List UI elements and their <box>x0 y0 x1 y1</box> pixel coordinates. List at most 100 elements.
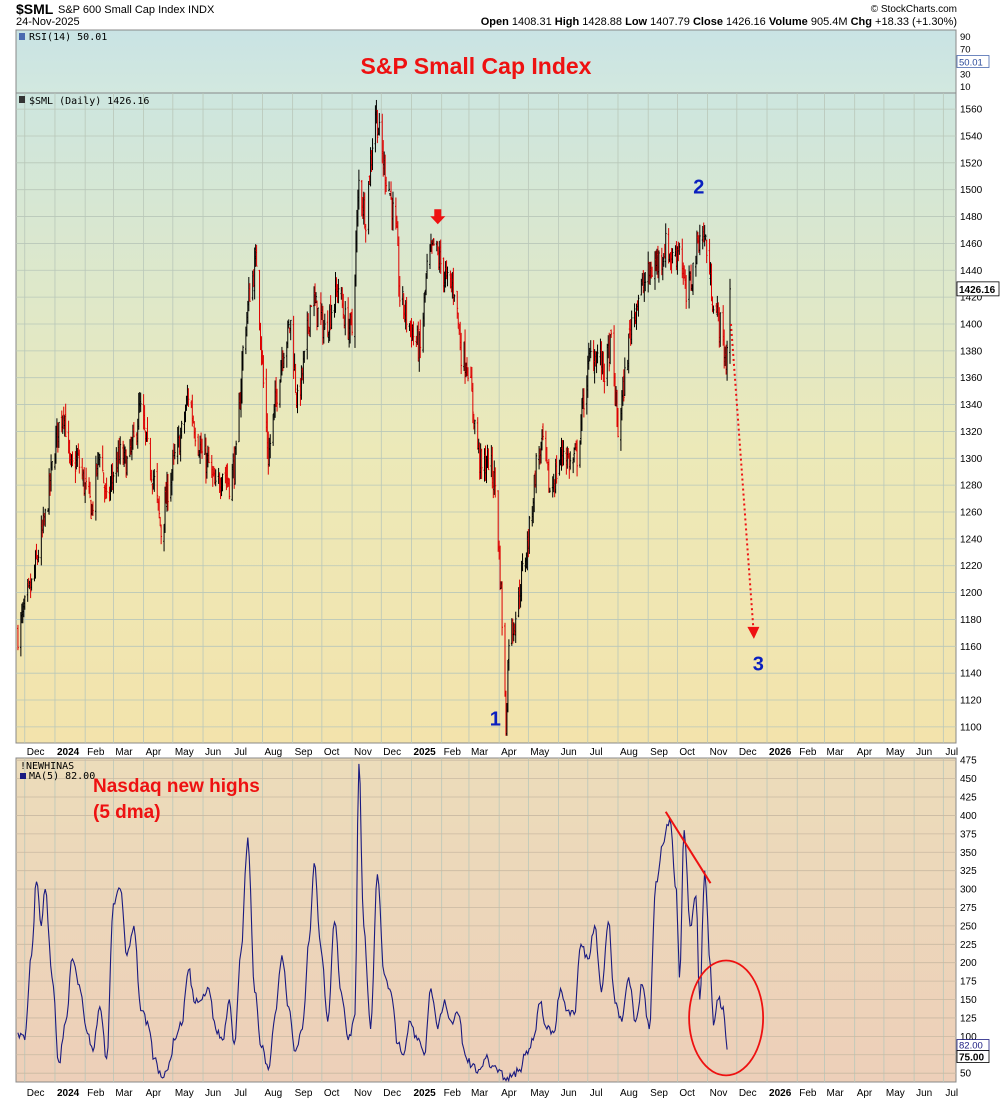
y-tick-label: 450 <box>960 774 977 785</box>
y-tick-label: 475 <box>960 756 977 767</box>
red-down-arrow <box>430 209 446 225</box>
y-tick-label: 1440 <box>960 266 983 277</box>
x-tick-label: Feb <box>799 747 817 758</box>
x-tick-label: Apr <box>146 1088 162 1099</box>
x-tick-label: 2026 <box>769 1088 792 1099</box>
wave-label-3: 3 <box>753 653 764 675</box>
x-tick-label: Mar <box>826 747 844 758</box>
x-tick-label: Mar <box>471 1088 489 1099</box>
y-tick-label: 400 <box>960 811 977 822</box>
x-tick-label: Feb <box>799 1088 817 1099</box>
y-tick-label: 1160 <box>960 642 982 653</box>
x-tick-label: Jul <box>234 1088 247 1099</box>
x-tick-label: Jul <box>590 1088 603 1099</box>
x-tick-label: Apr <box>146 747 162 758</box>
x-tick-label: Dec <box>739 747 757 758</box>
header-name: S&P 600 Small Cap Index INDX <box>58 4 215 16</box>
y-tick-label: 1140 <box>960 669 982 680</box>
y-tick-label: 150 <box>960 995 977 1006</box>
y-tick-label: 1120 <box>960 696 982 707</box>
y-tick-label: 1480 <box>960 212 983 223</box>
y-tick-label: 225 <box>960 940 977 951</box>
last-price-badge-box <box>956 281 1000 297</box>
y-tick-label: 200 <box>960 958 977 969</box>
y-tick-label: 1400 <box>960 319 983 330</box>
y-tick-label: 325 <box>960 866 977 877</box>
y-tick-label: 125 <box>960 1013 977 1024</box>
y-tick-label: 425 <box>960 793 977 804</box>
rsi-panel-bg <box>15 29 957 94</box>
y-tick-label: 1320 <box>960 427 983 438</box>
x-tick-label: Nov <box>354 1088 372 1099</box>
price-legend: $SML (Daily) 1426.16 <box>29 96 149 107</box>
projection-arrowhead <box>747 626 760 639</box>
y-tick-label: 1240 <box>960 534 983 545</box>
x-tick-label: Mar <box>826 1088 844 1099</box>
projection-dotted-line <box>729 323 755 629</box>
new-highs-title-line2: (5 dma) <box>93 802 161 823</box>
x-tick-label: Feb <box>87 1088 105 1099</box>
rsi-panel: RSI(14) 50.01 907050301050.01 S&P Small … <box>15 29 990 94</box>
price-annotations: 1 2 3 <box>430 177 764 731</box>
x-tick-label: May <box>530 1088 549 1099</box>
y-tick-label: 1360 <box>960 373 983 384</box>
price-panel: 1 2 3 1100 1120 1140 1160 1180 1200 1220 1240 1260… <box>15 92 1000 744</box>
nh-badge-box-2 <box>956 1050 990 1063</box>
x-tick-label: Oct <box>324 747 340 758</box>
rsi-badge-box <box>956 55 990 68</box>
rsi-legend-swatch <box>19 33 25 40</box>
x-tick-label: 2024 <box>57 747 80 758</box>
x-tick-label: Jul <box>234 747 247 758</box>
new-highs-line <box>17 763 728 1083</box>
y-tick-label: 300 <box>960 885 977 896</box>
x-tick-label: Aug <box>620 1088 638 1099</box>
price-vertical-grid <box>24 93 944 743</box>
y-tick-label: 1260 <box>960 508 983 519</box>
y-tick-label: 50 <box>960 1069 972 1080</box>
y-tick-label: 1540 <box>960 131 983 142</box>
price-y-axis: 1100 1120 1140 1160 1180 1200 1220 1240 1260 1280… <box>956 105 1000 733</box>
x-tick-label: May <box>886 1088 905 1099</box>
nh-badge-2: 75.00 <box>959 1053 984 1064</box>
y-tick-label: 275 <box>960 903 977 914</box>
x-tick-label: Oct <box>679 1088 695 1099</box>
x-tick-label: Mar <box>115 1088 133 1099</box>
x-tick-label: Dec <box>27 1088 45 1099</box>
y-tick-label: 100 <box>960 1032 977 1043</box>
x-tick-label: Jun <box>916 747 932 758</box>
x-tick-label: Apr <box>501 1088 517 1099</box>
new-highs-title-line1: Nasdaq new highs <box>93 776 260 797</box>
y-tick-label: 1340 <box>960 400 983 411</box>
last-price-badge: 1426.16 <box>959 285 996 296</box>
x-tick-label: 2025 <box>413 747 436 758</box>
y-tick-label: 350 <box>960 848 977 859</box>
y-tick-label: 1100 <box>960 722 982 733</box>
header-date: 24-Nov-2025 <box>16 16 80 28</box>
x-tick-label: May <box>175 1088 194 1099</box>
y-tick-label: 375 <box>960 829 977 840</box>
x-tick-label: Sep <box>295 747 313 758</box>
new-highs-annotations <box>664 811 765 1077</box>
x-tick-label: Sep <box>295 1088 313 1099</box>
rsi-tick-label: 10 <box>960 82 971 93</box>
new-highs-horizontal-grid <box>16 759 956 1074</box>
rsi-tick-label: 70 <box>960 44 971 55</box>
x-tick-label: Oct <box>679 747 695 758</box>
x-tick-label: Sep <box>650 1088 668 1099</box>
x-tick-label: Aug <box>264 747 282 758</box>
rsi-axis: 907050301050.01 <box>956 32 990 93</box>
x-tick-label: Oct <box>324 1088 340 1099</box>
new-highs-legend-swatch <box>20 773 26 779</box>
y-tick-label: 1460 <box>960 239 983 250</box>
y-tick-label: 1420 <box>960 293 983 304</box>
price-x-axis: Dec 2024 Feb Mar Apr May Jun Jul Aug Sep Oct Nov Dec… <box>27 747 958 758</box>
x-tick-label: May <box>530 747 549 758</box>
x-tick-label: Nov <box>354 747 372 758</box>
y-tick-label: 1380 <box>960 346 983 357</box>
y-tick-label: 1220 <box>960 561 983 572</box>
x-tick-label: Nov <box>710 747 728 758</box>
chart-header: $SML S&P 600 Small Cap Index INDX 24-Nov… <box>16 1 957 28</box>
wave-label-1: 1 <box>490 709 501 731</box>
chart-title: S&P Small Cap Index <box>361 53 592 79</box>
